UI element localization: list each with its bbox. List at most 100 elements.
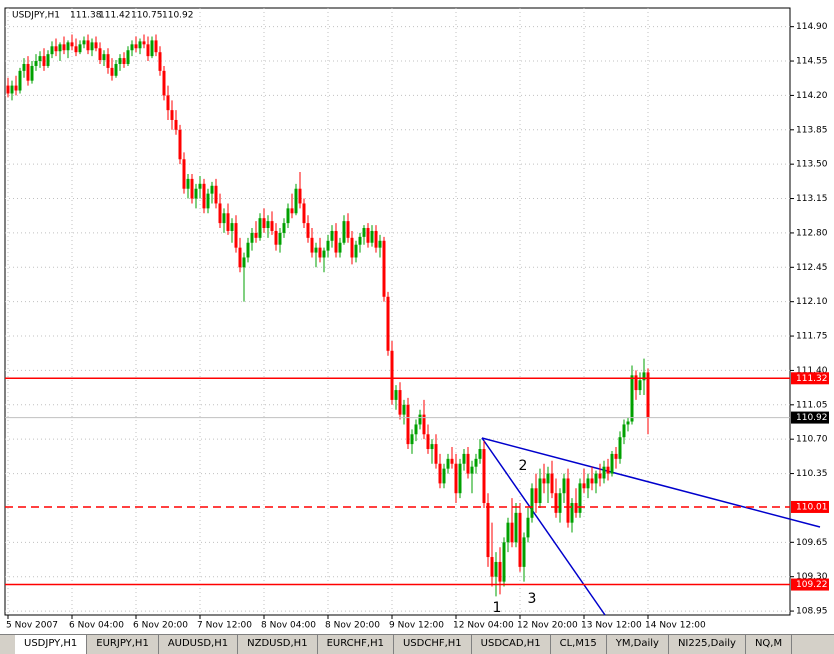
annotation: 2 bbox=[519, 458, 528, 474]
candle-body bbox=[110, 67, 114, 76]
candle-body bbox=[182, 159, 186, 189]
candle-body bbox=[30, 65, 34, 81]
candle-body bbox=[338, 242, 342, 253]
candle-body bbox=[66, 42, 70, 51]
candle-body bbox=[314, 247, 318, 253]
candle-body bbox=[34, 61, 38, 66]
price-label-bg bbox=[791, 500, 829, 513]
candle-body bbox=[590, 478, 594, 484]
symbol-tab[interactable]: NI225,Daily bbox=[669, 635, 746, 654]
candle-body bbox=[94, 42, 98, 49]
candle-body bbox=[270, 221, 274, 231]
symbol-tab[interactable]: USDCAD,H1 bbox=[472, 635, 551, 654]
candle-body bbox=[430, 444, 434, 450]
x-tick-label: 8 Nov 04:00 bbox=[261, 621, 316, 631]
x-tick-label: 12 Nov 04:00 bbox=[453, 621, 514, 631]
symbol-tab[interactable]: AUDUSD,H1 bbox=[159, 635, 239, 654]
candle-body bbox=[42, 56, 46, 66]
candle-body bbox=[6, 85, 10, 94]
symbol-tab[interactable]: EURCHF,H1 bbox=[318, 635, 394, 654]
ohlc-low: 110.75 bbox=[131, 11, 163, 21]
candle-body bbox=[86, 40, 90, 51]
symbol-tab[interactable]: EURJPY,H1 bbox=[87, 635, 159, 654]
symbol-tab[interactable]: CL,M15 bbox=[551, 635, 607, 654]
candle-body bbox=[142, 41, 146, 45]
price-label: 110.01 bbox=[796, 502, 828, 512]
candle-body bbox=[246, 242, 250, 258]
candle-body bbox=[626, 421, 630, 425]
candle-body bbox=[566, 478, 570, 523]
candle-body bbox=[286, 208, 290, 224]
candle-body bbox=[454, 463, 458, 494]
chart-title: USDJPY,H1 bbox=[12, 11, 60, 21]
candle-body bbox=[226, 213, 230, 231]
candle-body bbox=[502, 542, 506, 582]
candle-body bbox=[362, 228, 366, 237]
candle-body bbox=[482, 449, 486, 504]
candle-body bbox=[102, 54, 106, 61]
y-tick-label: 109.65 bbox=[796, 538, 828, 548]
candle-body bbox=[282, 223, 286, 233]
candle-body bbox=[190, 178, 194, 199]
candle-body bbox=[398, 390, 402, 415]
chart-header: USDJPY,H1 111.38 111.42 110.75 110.92 bbox=[12, 11, 194, 21]
candle-body bbox=[366, 228, 370, 243]
candle-body bbox=[634, 375, 638, 391]
x-tick-label: 7 Nov 12:00 bbox=[197, 621, 252, 631]
candle-body bbox=[130, 44, 134, 51]
candle-body bbox=[438, 463, 442, 484]
candle-body bbox=[330, 230, 334, 241]
candle-body bbox=[630, 375, 634, 422]
candle-body bbox=[310, 237, 314, 253]
candle-body bbox=[206, 193, 210, 209]
y-tick-label: 111.75 bbox=[796, 332, 828, 342]
candle-body bbox=[146, 44, 150, 57]
candle-body bbox=[474, 458, 478, 467]
tab-bar: USDJPY,H1 EURJPY,H1 AUDUSD,H1 NZDUSD,H1 EURC… bbox=[0, 634, 834, 654]
y-tick-label: 114.55 bbox=[796, 57, 828, 67]
y-tick-label: 113.85 bbox=[796, 125, 828, 135]
candle-body bbox=[514, 512, 518, 543]
candle-body bbox=[166, 95, 170, 111]
y-tick-label: 112.80 bbox=[796, 228, 828, 238]
candle-body bbox=[550, 473, 554, 494]
candle-body bbox=[350, 237, 354, 258]
current-price-label: 110.92 bbox=[796, 413, 828, 423]
candle-body bbox=[490, 557, 494, 577]
candle-body bbox=[622, 424, 626, 438]
x-tick-label: 8 Nov 20:00 bbox=[325, 621, 380, 631]
symbol-tab[interactable]: USDJPY,H1 bbox=[15, 635, 88, 654]
symbol-tab[interactable]: NQ,M bbox=[746, 635, 793, 654]
ohlc-close: 110.92 bbox=[162, 11, 194, 21]
candle-body bbox=[322, 250, 326, 258]
candle-body bbox=[306, 223, 310, 238]
candle-body bbox=[614, 453, 618, 459]
symbol-tab[interactable]: NZDUSD,H1 bbox=[238, 635, 318, 654]
price-label: 109.22 bbox=[796, 580, 828, 590]
candle-body bbox=[494, 561, 498, 577]
symbol-tab[interactable]: YM,Daily bbox=[607, 635, 669, 654]
current-price-bg bbox=[791, 411, 829, 424]
candle-body bbox=[598, 473, 602, 479]
candle-body bbox=[450, 458, 454, 464]
candle-body bbox=[570, 503, 574, 523]
candle-body bbox=[38, 56, 42, 62]
y-tick-label: 113.50 bbox=[796, 160, 828, 170]
annotation: 1 bbox=[493, 600, 502, 616]
candle-body bbox=[138, 41, 142, 49]
price-label: 111.32 bbox=[796, 374, 828, 384]
y-tick-label: 112.10 bbox=[796, 297, 828, 307]
candle-body bbox=[290, 208, 294, 214]
candle-body bbox=[134, 44, 138, 49]
candle-body bbox=[618, 437, 622, 459]
candle-body bbox=[150, 40, 154, 57]
candle-body bbox=[26, 63, 30, 81]
candle-body bbox=[610, 453, 614, 474]
symbol-tab[interactable]: USDCHF,H1 bbox=[394, 635, 472, 654]
candle-body bbox=[546, 473, 550, 484]
candle-body bbox=[54, 46, 58, 52]
candle-body bbox=[70, 42, 74, 47]
candle-body bbox=[418, 414, 422, 425]
candle-body bbox=[538, 478, 542, 504]
